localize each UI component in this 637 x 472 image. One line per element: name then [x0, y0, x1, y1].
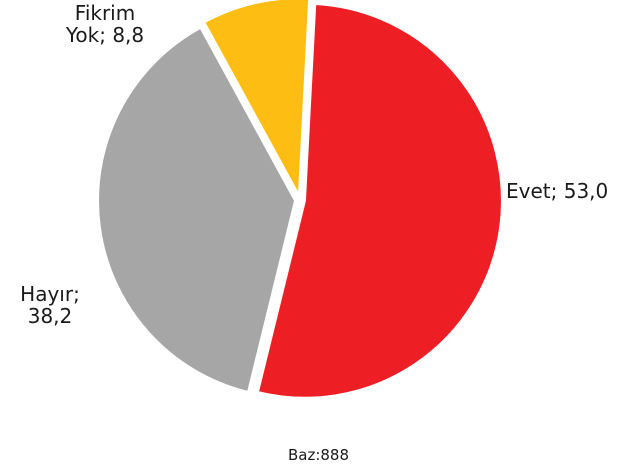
slice-label-fikrim-yok-line-2: Yok; 8,8	[65, 23, 145, 47]
slice-label-hayir-line-2: 38,2	[27, 304, 73, 328]
slice-label-fikrim-yok-line-1: Fikrim	[74, 1, 136, 25]
pie-slice-evet	[256, 2, 503, 399]
slice-label-hayir: Hayır; 38,2	[10, 283, 90, 327]
base-footnote: Baz:888	[287, 446, 350, 464]
pie-slice-hayir	[97, 26, 297, 394]
slice-label-evet-line-1: Evet; 53,0	[506, 179, 609, 203]
slice-label-fikrim-yok: Fikrim Yok; 8,8	[45, 2, 165, 46]
pie-slice-fikrim-yok	[202, 0, 311, 199]
slice-label-evet: Evet; 53,0	[506, 180, 608, 202]
slice-label-hayir-line-1: Hayır;	[20, 282, 80, 306]
